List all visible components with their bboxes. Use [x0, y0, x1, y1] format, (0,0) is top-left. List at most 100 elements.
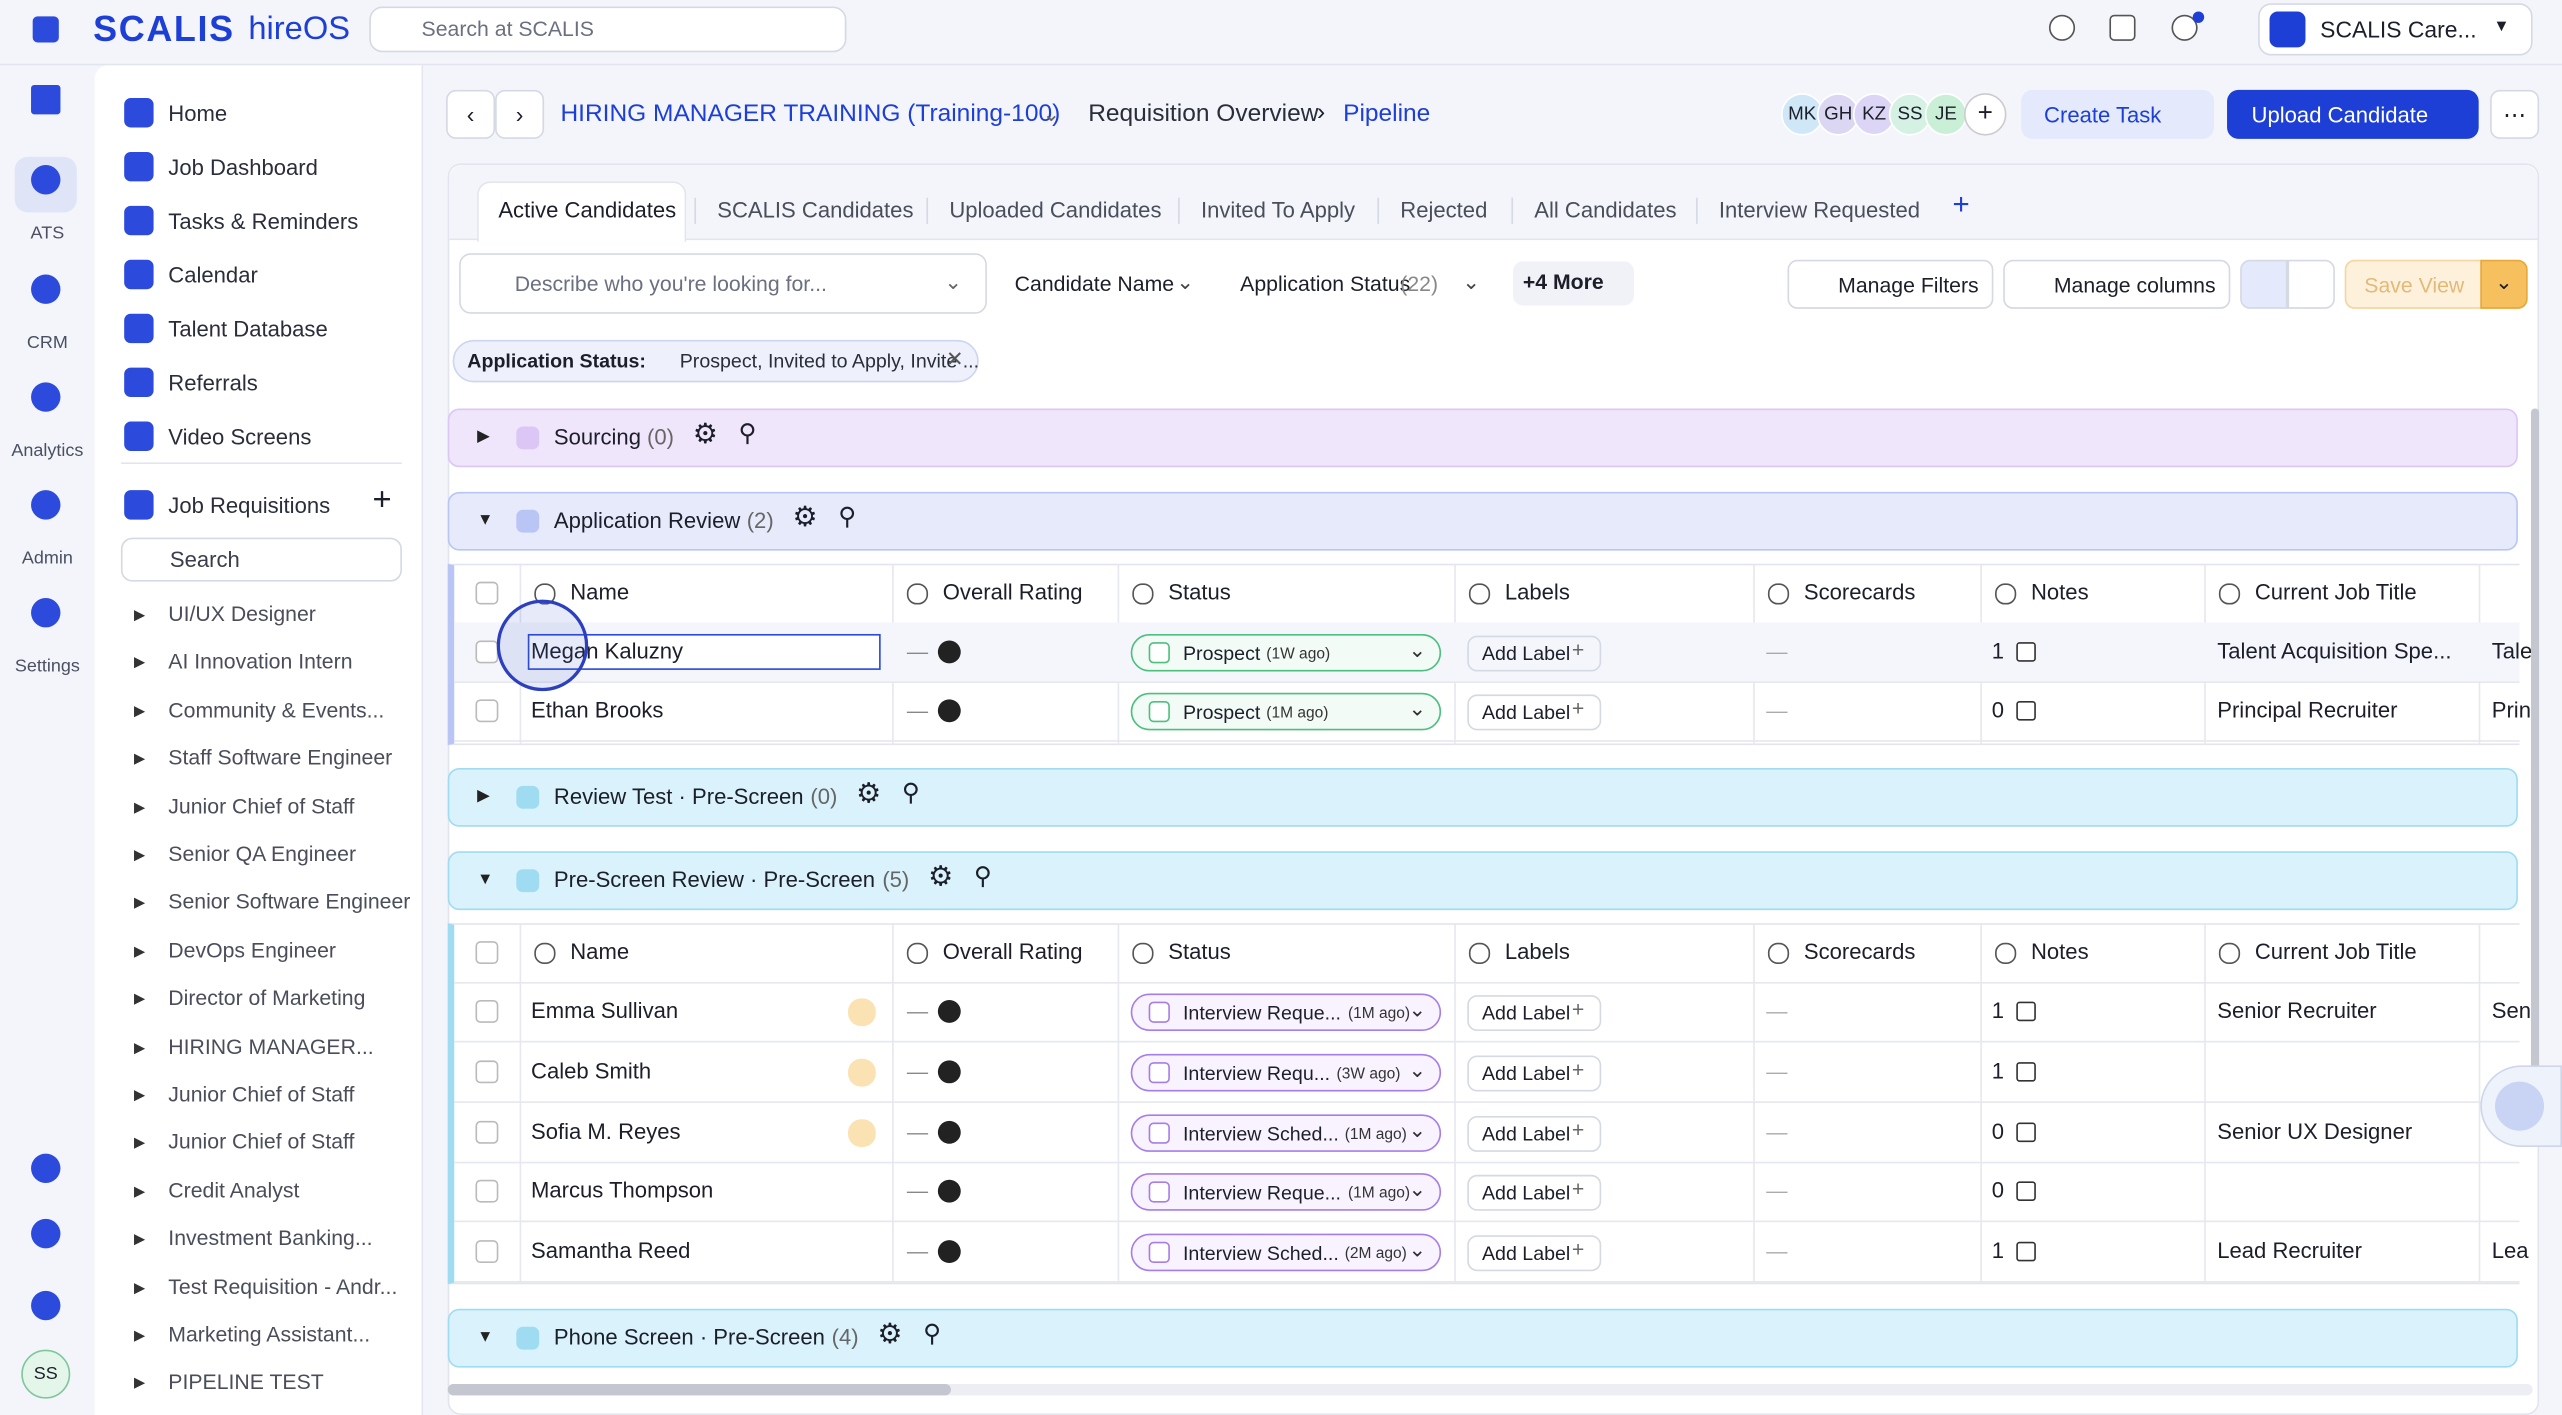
- manage-columns[interactable]: Manage columns: [2003, 259, 2231, 309]
- tab[interactable]: SCALIS Candidates: [717, 197, 914, 223]
- tab[interactable]: All Candidates: [1534, 197, 1677, 223]
- checkbox[interactable]: [475, 581, 499, 605]
- requisition[interactable]: Investment Banking...: [168, 1225, 373, 1251]
- view-list[interactable]: [2240, 259, 2288, 309]
- status-select[interactable]: [1130, 1114, 1442, 1152]
- stage-header[interactable]: [447, 408, 2518, 468]
- filter[interactable]: Application Status: [1240, 271, 1411, 296]
- checkbox[interactable]: [475, 1240, 499, 1264]
- stage-header[interactable]: [447, 767, 2518, 827]
- view-board[interactable]: [2287, 259, 2335, 309]
- ai-search[interactable]: [459, 253, 987, 314]
- nav-item[interactable]: Referrals: [168, 370, 258, 396]
- nav-item[interactable]: Calendar: [168, 263, 258, 288]
- tab[interactable]: Rejected: [1400, 197, 1488, 223]
- requisition[interactable]: Junior Chief of Staff: [168, 1081, 355, 1107]
- nav-item[interactable]: Video Screens: [168, 424, 312, 450]
- candidate-name[interactable]: Samantha Reed: [531, 1238, 691, 1264]
- requisition[interactable]: Junior Chief of Staff: [168, 793, 355, 818]
- add-member[interactable]: +: [1963, 93, 2007, 136]
- stage-header[interactable]: [447, 851, 2518, 911]
- requisition[interactable]: PIPELINE TEST: [168, 1369, 324, 1395]
- column-header[interactable]: Name: [570, 939, 630, 965]
- column-header[interactable]: Overall Rating: [942, 939, 1083, 965]
- stage-header[interactable]: [447, 1308, 2518, 1368]
- user-avatar[interactable]: SS: [21, 1349, 71, 1399]
- add-label[interactable]: Add Label: [1467, 1235, 1602, 1272]
- more-menu[interactable]: ⋯: [2490, 89, 2540, 139]
- nav-item[interactable]: Home: [168, 101, 228, 126]
- rail-item[interactable]: Admin: [21, 549, 73, 569]
- add-label[interactable]: Add Label: [1467, 1174, 1602, 1211]
- status-select[interactable]: [1130, 633, 1442, 672]
- checkbox[interactable]: [475, 1060, 499, 1084]
- candidate-name[interactable]: Ethan Brooks: [531, 697, 664, 723]
- add-label[interactable]: Add Label: [1467, 995, 1602, 1032]
- more-filters[interactable]: +4 More: [1513, 261, 1634, 306]
- nav-item[interactable]: Job Dashboard: [168, 155, 318, 180]
- add-label[interactable]: Add Label: [1467, 635, 1602, 672]
- add-label[interactable]: Add Label: [1467, 694, 1602, 731]
- requisition[interactable]: UI/UX Designer: [168, 601, 316, 626]
- column-header[interactable]: Overall Rating: [942, 580, 1083, 605]
- rail-item[interactable]: Analytics: [11, 441, 84, 461]
- column-header[interactable]: Current Job Title: [2254, 580, 2417, 605]
- requisition[interactable]: Staff Software Engineer: [168, 745, 393, 770]
- requisition[interactable]: Test Requisition - Andr...: [168, 1273, 398, 1299]
- nav-button[interactable]: ‹: [446, 89, 496, 139]
- filter-chip[interactable]: [452, 339, 979, 383]
- column-header[interactable]: Notes: [2030, 939, 2089, 965]
- candidate-name[interactable]: Sofia M. Reyes: [531, 1119, 681, 1144]
- candidate-name[interactable]: Marcus Thompson: [531, 1178, 714, 1203]
- checkbox[interactable]: [475, 699, 499, 723]
- rail-item[interactable]: ATS: [30, 223, 65, 244]
- rail-item[interactable]: Settings: [14, 656, 80, 677]
- requisition-title[interactable]: HIRING MANAGER TRAINING (Training-100): [560, 99, 1061, 128]
- nav-item[interactable]: Tasks & Reminders: [168, 209, 359, 234]
- column-header[interactable]: Status: [1168, 939, 1231, 965]
- column-header[interactable]: Status: [1168, 580, 1231, 605]
- manage-filters[interactable]: Manage Filters: [1787, 259, 1994, 309]
- column-header[interactable]: Current Job Title: [2254, 939, 2417, 965]
- tab[interactable]: Interview Requested: [1718, 197, 1920, 223]
- requisition[interactable]: Senior QA Engineer: [168, 841, 357, 866]
- status-select[interactable]: [1130, 993, 1442, 1032]
- checkbox[interactable]: [475, 941, 499, 965]
- status-select[interactable]: [1130, 692, 1442, 731]
- status-select[interactable]: [1130, 1053, 1442, 1092]
- requisition[interactable]: Junior Chief of Staff: [168, 1129, 355, 1155]
- requisition[interactable]: Marketing Assistant...: [168, 1321, 371, 1347]
- column-header[interactable]: Scorecards: [1803, 939, 1916, 965]
- nav-item[interactable]: Talent Database: [168, 316, 328, 342]
- candidate-name[interactable]: Caleb Smith: [531, 1058, 652, 1084]
- tab[interactable]: Active Candidates: [498, 197, 677, 223]
- tab[interactable]: Invited To Apply: [1200, 197, 1356, 223]
- create-task[interactable]: Create Task: [2021, 89, 2214, 139]
- sidebar-search[interactable]: [120, 537, 402, 582]
- search-box[interactable]: [369, 6, 847, 53]
- requisition[interactable]: Community & Events...: [168, 697, 385, 722]
- column-header[interactable]: Labels: [1504, 939, 1570, 965]
- status-select[interactable]: [1130, 1233, 1442, 1272]
- requisition[interactable]: Credit Analyst: [168, 1177, 300, 1203]
- requisition[interactable]: AI Innovation Intern: [168, 649, 353, 674]
- checkbox[interactable]: [475, 1179, 499, 1203]
- add-label[interactable]: Add Label: [1467, 1115, 1602, 1152]
- add-label[interactable]: Add Label: [1467, 1055, 1602, 1092]
- requisition[interactable]: Director of Marketing: [168, 985, 366, 1011]
- column-header[interactable]: Name: [570, 580, 630, 605]
- rail-item[interactable]: CRM: [26, 333, 68, 353]
- candidate-name[interactable]: Emma Sullivan: [531, 998, 679, 1023]
- column-header[interactable]: Notes: [2030, 580, 2089, 605]
- status-select[interactable]: [1130, 1173, 1442, 1211]
- requisition[interactable]: Senior Software Engineer: [168, 889, 411, 915]
- save-view-menu[interactable]: ⌄: [2480, 259, 2528, 309]
- requisition[interactable]: DevOps Engineer: [168, 937, 336, 963]
- nav-button[interactable]: ›: [495, 89, 545, 139]
- checkbox[interactable]: [475, 640, 499, 664]
- save-view[interactable]: Save View: [2344, 259, 2482, 309]
- checkbox[interactable]: [475, 1120, 499, 1144]
- stage-header[interactable]: [447, 491, 2518, 551]
- crumb[interactable]: Requisition Overview: [1088, 99, 1319, 128]
- tab[interactable]: Uploaded Candidates: [949, 197, 1162, 223]
